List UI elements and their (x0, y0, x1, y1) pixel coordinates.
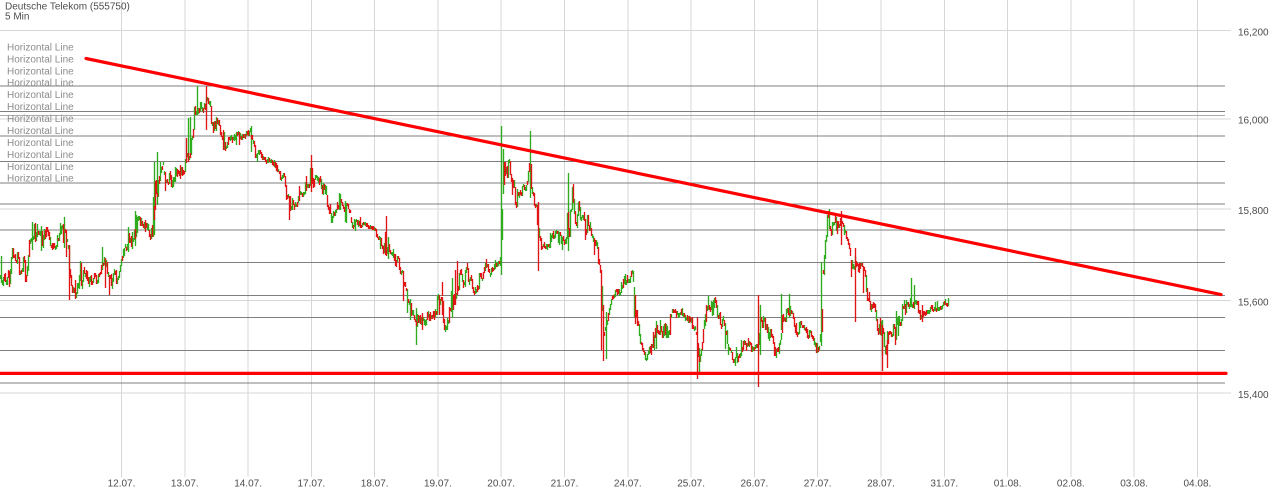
svg-text:5 Min: 5 Min (5, 12, 29, 23)
svg-text:31.07.: 31.07. (930, 479, 958, 490)
svg-text:Horizontal Line: Horizontal Line (7, 114, 74, 125)
svg-text:01.08.: 01.08. (994, 479, 1022, 490)
svg-text:15,400: 15,400 (1238, 390, 1269, 401)
svg-text:28.07.: 28.07. (867, 479, 895, 490)
svg-text:13.07.: 13.07. (171, 479, 199, 490)
svg-text:16,200: 16,200 (1238, 27, 1269, 38)
svg-text:Horizontal Line: Horizontal Line (7, 126, 74, 137)
svg-text:24.07.: 24.07. (614, 479, 642, 490)
svg-text:Horizontal Line: Horizontal Line (7, 54, 74, 65)
svg-text:20.07.: 20.07. (487, 479, 515, 490)
svg-text:03.08.: 03.08. (1120, 479, 1148, 490)
svg-text:15,800: 15,800 (1238, 206, 1269, 217)
svg-text:Horizontal Line: Horizontal Line (7, 66, 74, 77)
svg-text:18.07.: 18.07. (361, 479, 389, 490)
svg-text:16,000: 16,000 (1238, 116, 1269, 127)
svg-text:Horizontal Line: Horizontal Line (7, 78, 74, 89)
svg-text:Horizontal Line: Horizontal Line (7, 174, 74, 185)
svg-text:19.07.: 19.07. (424, 479, 452, 490)
svg-text:Horizontal Line: Horizontal Line (7, 138, 74, 149)
svg-text:15,600: 15,600 (1238, 297, 1269, 308)
svg-text:Horizontal Line: Horizontal Line (7, 162, 74, 173)
svg-text:04.08.: 04.08. (1183, 479, 1211, 490)
svg-text:Horizontal Line: Horizontal Line (7, 42, 74, 53)
svg-text:21.07.: 21.07. (551, 479, 579, 490)
svg-text:26.07.: 26.07. (740, 479, 768, 490)
svg-text:14.07.: 14.07. (234, 479, 262, 490)
svg-text:17.07.: 17.07. (297, 479, 325, 490)
svg-text:12.07.: 12.07. (108, 479, 136, 490)
svg-text:Deutsche Telekom (555750): Deutsche Telekom (555750) (5, 2, 130, 13)
svg-text:02.08.: 02.08. (1057, 479, 1085, 490)
svg-text:Horizontal Line: Horizontal Line (7, 90, 74, 101)
svg-text:Horizontal Line: Horizontal Line (7, 150, 74, 161)
svg-text:27.07.: 27.07. (804, 479, 832, 490)
svg-text:Horizontal Line: Horizontal Line (7, 102, 74, 113)
svg-text:25.07.: 25.07. (677, 479, 705, 490)
